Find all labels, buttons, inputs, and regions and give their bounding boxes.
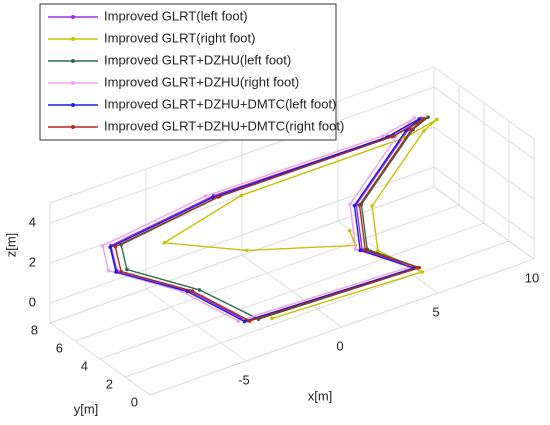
trajectory <box>114 117 425 322</box>
legend-marker <box>71 125 75 129</box>
trajectory-point <box>190 289 195 293</box>
grid-line <box>433 166 535 240</box>
grid-line <box>74 204 460 342</box>
x-axis-label: x[m] <box>308 388 333 403</box>
trajectory-point <box>236 319 240 323</box>
trajectory-point <box>114 270 118 274</box>
legend-label: Improved GLRT(right foot) <box>104 30 255 45</box>
grid-line <box>433 126 535 200</box>
trajectory-point <box>239 193 244 198</box>
y-tick-label: 8 <box>31 322 38 337</box>
trajectory-point <box>100 244 105 248</box>
y-tick-label: 4 <box>81 358 88 373</box>
grid-line <box>124 240 510 378</box>
x-tick-label: 5 <box>432 304 439 319</box>
trajectory-point <box>422 128 426 133</box>
y-tick-label: 0 <box>131 394 138 409</box>
x-tick-label: -5 <box>238 372 250 387</box>
trajectory-point <box>247 319 252 323</box>
trajectory-point <box>108 245 113 249</box>
grid-line <box>49 86 435 224</box>
legend-label: Improved GLRT+DZHU+DMTC(right foot) <box>104 118 344 133</box>
trajectory-point <box>348 202 352 207</box>
grid-line <box>49 186 435 324</box>
trajectory-point <box>203 194 208 198</box>
trajectory <box>109 118 420 323</box>
trajectory-point <box>353 247 358 252</box>
trajectory-point <box>197 288 202 292</box>
y-tick-label: 2 <box>106 376 113 391</box>
legend-marker <box>71 37 75 41</box>
trajectory-point <box>270 316 274 321</box>
trajectory-point <box>357 203 362 207</box>
trajectory-point <box>363 248 368 252</box>
legend-marker <box>71 59 75 63</box>
legend: Improved GLRT(left foot) Improved GLRT(ri… <box>39 3 344 141</box>
y-axis-label: y[m] <box>74 401 99 416</box>
trajectory-point <box>422 116 427 121</box>
trajectory-point <box>390 134 394 139</box>
trajectory-point <box>358 248 362 253</box>
trajectory-point <box>125 267 129 272</box>
trajectory-point <box>242 319 247 324</box>
z-axis-label: z[m] <box>3 233 18 258</box>
grid-line <box>99 222 485 360</box>
x-tick-label: 10 <box>525 271 539 286</box>
legend-label: Improved GLRT+DZHU+DMTC(left foot) <box>104 96 336 111</box>
trajectory-point <box>162 241 167 245</box>
x-tick-label: 0 <box>336 338 343 353</box>
trajectory <box>162 118 438 320</box>
trajectory-point <box>352 203 357 208</box>
trajectory-point <box>417 117 421 121</box>
trajectory-point <box>426 115 430 120</box>
trajectory-point <box>106 268 111 273</box>
trajectory-point <box>417 265 421 270</box>
trajectory-point <box>113 244 118 249</box>
legend-label: Improved GLRT+DZHU(left foot) <box>104 52 291 67</box>
legend-label: Improved GLRT(left foot) <box>104 8 248 23</box>
legend-marker <box>71 15 75 19</box>
legend-marker <box>71 103 75 107</box>
legend-marker <box>71 81 75 85</box>
box-edge <box>433 66 535 140</box>
z-tick-label: 0 <box>29 294 36 309</box>
grid-line <box>433 86 535 160</box>
trajectory-point <box>119 269 123 274</box>
trajectory-point <box>420 270 424 274</box>
trajectory-point <box>370 204 374 208</box>
trajectory-point <box>216 195 220 199</box>
trajectory-point <box>347 228 352 233</box>
z-tick-label: 2 <box>29 254 36 269</box>
trajectory-point <box>376 248 380 253</box>
z-tick-label: 4 <box>29 214 36 229</box>
legend-label: Improved GLRT+DZHU(right foot) <box>104 74 299 89</box>
trajectory-point <box>185 289 190 294</box>
trajectory-point <box>245 248 249 253</box>
trajectory-point <box>409 128 414 132</box>
trajectory-point <box>412 116 417 120</box>
trajectory-point <box>380 134 385 138</box>
y-tick-label: 6 <box>56 340 63 355</box>
trajectory-point <box>435 117 439 122</box>
legend-box <box>39 3 337 141</box>
grid-line <box>149 258 535 396</box>
